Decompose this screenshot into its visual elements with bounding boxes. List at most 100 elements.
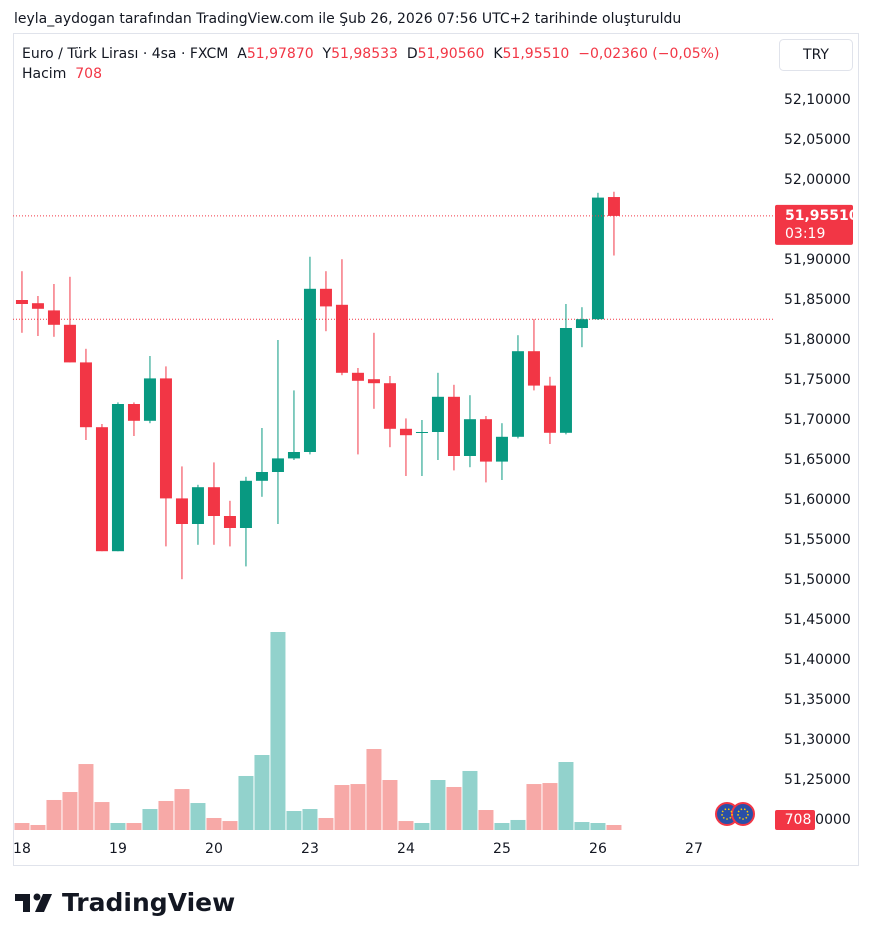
flag-icons bbox=[715, 802, 755, 826]
last-price-label: 51,95510 bbox=[785, 208, 859, 224]
close-label: K bbox=[493, 46, 503, 62]
high: 51,98533 bbox=[331, 46, 398, 62]
volume-bar bbox=[414, 823, 430, 830]
y-tick-label: 51,60000 bbox=[784, 492, 851, 508]
candle-body bbox=[15, 300, 28, 304]
y-tick-label: 51,40000 bbox=[784, 652, 851, 668]
y-tick-label: 52,00000 bbox=[784, 172, 851, 188]
volume-bar bbox=[142, 809, 158, 830]
candle-body bbox=[415, 432, 428, 433]
volume-bar bbox=[254, 755, 270, 830]
y-tick-label: 52,05000 bbox=[784, 132, 851, 148]
candle-body bbox=[191, 487, 204, 524]
volume-bar bbox=[510, 819, 526, 830]
candle-body bbox=[287, 452, 300, 459]
low: 51,90560 bbox=[417, 46, 485, 62]
candle-body bbox=[367, 379, 380, 384]
candle-body bbox=[223, 516, 236, 528]
logo bbox=[15, 893, 52, 912]
volume-bar bbox=[302, 809, 318, 830]
volume-bar bbox=[590, 823, 606, 830]
volume-bar bbox=[206, 817, 222, 830]
volume-bar bbox=[30, 824, 46, 830]
volume-bar bbox=[62, 792, 78, 830]
y-tick-label: 51,65000 bbox=[784, 452, 851, 468]
x-tick-label: 19 bbox=[109, 841, 127, 857]
volume-bar bbox=[270, 632, 286, 830]
countdown: 03:19 bbox=[785, 226, 825, 242]
y-tick-label: 51,25000 bbox=[784, 772, 851, 788]
candle-body bbox=[543, 385, 556, 433]
legend-row: Hacim 708 bbox=[22, 64, 719, 84]
candle-body bbox=[479, 419, 492, 462]
candle-body bbox=[607, 197, 620, 216]
x-tick-label: 27 bbox=[685, 841, 703, 857]
volume-bar bbox=[430, 780, 446, 830]
volume-badge-label: 708 bbox=[785, 812, 812, 828]
candle-body bbox=[31, 303, 44, 309]
y-tick-label: 51,30000 bbox=[784, 732, 851, 748]
currency-button[interactable] bbox=[779, 39, 853, 71]
volume-bar bbox=[14, 823, 30, 830]
candle-body bbox=[79, 362, 92, 428]
candle-body bbox=[463, 419, 476, 456]
last-price-box bbox=[775, 204, 853, 245]
candle-body bbox=[351, 372, 364, 381]
volume-bar bbox=[350, 784, 366, 830]
volume-bar bbox=[174, 789, 190, 830]
y-tick-label: 51,45000 bbox=[784, 612, 851, 628]
chart-frame bbox=[13, 33, 859, 866]
y-tick-label: 51,80000 bbox=[784, 332, 851, 348]
volume-bar bbox=[574, 822, 590, 830]
close: 51,95510 bbox=[502, 46, 570, 62]
candle-body bbox=[335, 304, 348, 373]
y-tick-label: 51,70000 bbox=[784, 412, 851, 428]
open-label: A bbox=[237, 46, 247, 62]
candle-body bbox=[383, 383, 396, 429]
candle-body bbox=[447, 396, 460, 456]
candle-body bbox=[559, 328, 572, 433]
y-tick-label: 51,90000 bbox=[784, 252, 851, 268]
candle-body bbox=[207, 487, 220, 516]
y-tick-label: 52,10000 bbox=[784, 92, 851, 108]
y-tick-label: 51,85000 bbox=[784, 292, 851, 308]
volume-bar bbox=[238, 775, 254, 830]
symbol: Euro / Türk Lirası · 4sa · FXCM bbox=[22, 46, 229, 62]
volume-bar bbox=[366, 749, 382, 830]
volume: 708 bbox=[75, 66, 102, 82]
candle-body bbox=[495, 436, 508, 462]
candle-body bbox=[95, 427, 108, 552]
volume-bar bbox=[78, 764, 94, 830]
volume-bar bbox=[382, 780, 398, 830]
volume-bar bbox=[190, 803, 206, 830]
x-tick-label: 25 bbox=[493, 841, 511, 857]
volume-bar bbox=[286, 811, 302, 830]
attribution: leyla_aydogan tarafından TradingView.com… bbox=[14, 11, 681, 27]
volume-bar bbox=[398, 821, 414, 830]
candle-body bbox=[399, 428, 412, 436]
candle-body bbox=[431, 396, 444, 432]
volume-bar bbox=[542, 783, 558, 830]
x-tick-label: 26 bbox=[589, 841, 607, 857]
change: −0,02360 (−0,05%) bbox=[578, 46, 720, 62]
volume-bar bbox=[526, 784, 542, 830]
legend: Euro / Türk Lirası · 4sa · FXCM A51,9787… bbox=[22, 44, 719, 84]
volume-bar bbox=[126, 823, 142, 830]
volume-badge bbox=[775, 810, 815, 830]
volume-bar bbox=[110, 823, 126, 830]
candle-body bbox=[143, 378, 156, 421]
y-tick-label: 51,50000 bbox=[784, 572, 851, 588]
candle-body bbox=[271, 458, 284, 472]
x-tick-label: 18 bbox=[13, 841, 31, 857]
x-tick-label: 23 bbox=[301, 841, 319, 857]
volume-bar bbox=[318, 817, 334, 830]
candle-body bbox=[239, 480, 252, 528]
volume-bar bbox=[46, 799, 62, 830]
volume-bar bbox=[446, 786, 462, 830]
candle-body bbox=[111, 404, 124, 552]
currency[interactable]: TRY bbox=[802, 47, 829, 63]
volume-bar bbox=[222, 821, 238, 830]
candle-body bbox=[127, 404, 140, 421]
